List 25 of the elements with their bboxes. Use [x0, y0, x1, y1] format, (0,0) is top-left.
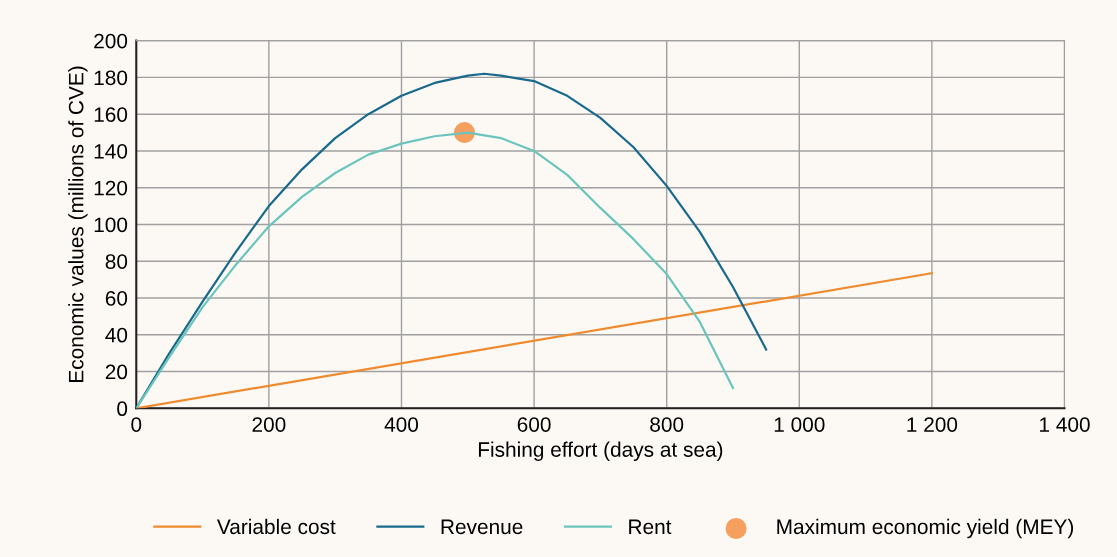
- x-tick-label: 1 200: [907, 417, 958, 432]
- y-tick-label: 180: [94, 70, 128, 86]
- y-tick-label: 200: [94, 33, 128, 49]
- x-tick-label: 1 000: [774, 417, 825, 432]
- x-tick-label: 0: [131, 417, 142, 432]
- legend-label: Maximum economic yield (MEY): [777, 518, 1074, 539]
- y-tick-label: 80: [105, 254, 128, 269]
- y-axis-title: Economic values (millions of CVE): [68, 66, 88, 382]
- legend-label: Rent: [629, 519, 672, 535]
- legend-label: Revenue: [441, 519, 523, 535]
- y-tick-label: 60: [105, 291, 128, 306]
- x-tick-label: 1 400: [1040, 417, 1090, 432]
- y-tick-label: 120: [94, 180, 128, 196]
- y-tick-label: 0: [117, 401, 128, 417]
- y-tick-label: 20: [105, 364, 128, 380]
- x-tick-label: 600: [517, 417, 551, 432]
- x-tick-label: 200: [252, 417, 286, 432]
- y-tick-label: 40: [105, 327, 128, 343]
- legend-label: Variable cost: [216, 518, 336, 535]
- x-tick-label: 800: [650, 417, 684, 432]
- x-axis-title: Fishing effort (days at sea): [478, 441, 723, 462]
- x-tick-label: 400: [384, 417, 419, 432]
- y-tick-label: 160: [94, 107, 128, 122]
- y-tick-label: 100: [94, 217, 128, 233]
- y-tick-label: 140: [94, 143, 128, 159]
